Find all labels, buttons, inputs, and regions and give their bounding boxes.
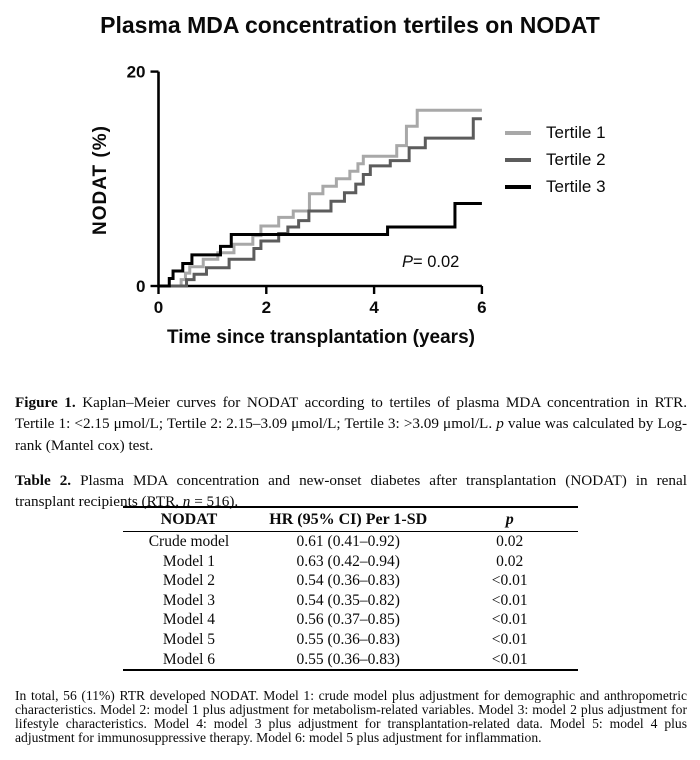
km-plot-svg: 0 20 0 2 4 6 — [127, 63, 487, 317]
table-cell: 0.54 (0.36–0.83) — [296, 572, 400, 590]
table-row: Model 5 0.55 (0.36–0.83) <0.01 — [123, 630, 578, 650]
chart-title: Plasma MDA concentration tertiles on NOD… — [100, 12, 600, 38]
table-cell: 0.63 (0.42–0.94) — [296, 552, 400, 570]
text-segment: Kaplan–Meier curves for NODAT according … — [15, 394, 687, 433]
legend-item: Tertile 3 — [505, 173, 606, 200]
x-tick-label: 4 — [369, 298, 379, 317]
text-segment: n — [182, 493, 191, 511]
legend-label: Tertile 2 — [546, 149, 606, 169]
text-segment: Plasma MDA concentration and new-onset d… — [15, 472, 687, 511]
table-cell: 0.56 (0.37–0.85) — [296, 611, 400, 629]
legend-label: Tertile 1 — [546, 122, 606, 142]
table-cell: Model 4 — [162, 611, 216, 629]
table-cell: <0.01 — [491, 630, 528, 648]
legend-item: Tertile 2 — [505, 146, 606, 173]
table-cell: <0.01 — [491, 650, 528, 668]
table-cell: 0.55 (0.36–0.83) — [296, 650, 400, 668]
table-header-cell: p — [441, 507, 578, 532]
table-row: Model 3 0.54 (0.35–0.82) <0.01 — [123, 591, 578, 611]
table-header-cell: HR (95% CI) Per 1-SD — [254, 507, 442, 532]
x-tick-label: 6 — [477, 298, 486, 317]
table-footnote: In total, 56 (11%) RTR developed NODAT. … — [15, 687, 687, 746]
text-segment: Table 2. — [15, 472, 72, 490]
table-row: Crude model 0.61 (0.41–0.92) 0.02 — [123, 532, 578, 552]
table-cell: 0.54 (0.35–0.82) — [296, 591, 400, 609]
legend-label: Tertile 3 — [546, 176, 606, 196]
x-tick-label: 0 — [154, 298, 163, 317]
x-axis-title: Time since transplantation (years) — [167, 327, 475, 348]
legend-line-swatch-tertile-1 — [505, 130, 531, 135]
table-cell: Model 2 — [162, 572, 216, 590]
table-cell: Crude model — [148, 533, 230, 550]
p-value-text: = 0.02 — [413, 253, 460, 271]
table-cell: Model 3 — [162, 591, 216, 609]
table-cell: Model 1 — [162, 552, 216, 570]
table-row: Model 6 0.55 (0.36–0.83) <0.01 — [123, 650, 578, 671]
table-cell: <0.01 — [491, 591, 528, 609]
chart-legend: Tertile 1 Tertile 2 Tertile 3 — [505, 119, 606, 200]
y-tick-label: 20 — [127, 63, 146, 82]
text-segment: Figure 1. — [15, 394, 76, 412]
table-cell: 0.61 (0.41–0.92) — [296, 533, 400, 550]
table-2-wrapper: NODAT HR (95% CI) Per 1-SD p Crude model 0.… — [123, 506, 578, 672]
legend-item: Tertile 1 — [505, 119, 606, 146]
table-cell: 0.02 — [496, 552, 524, 570]
table-cell: 0.55 (0.36–0.83) — [296, 630, 400, 648]
table-cell: 0.02 — [496, 533, 524, 550]
text-segment: p — [496, 415, 504, 433]
table-header-row: NODAT HR (95% CI) Per 1-SD p — [123, 507, 578, 532]
km-curve-tertile-1 — [158, 108, 482, 288]
table-caption: Table 2. Plasma MDA concentration and ne… — [15, 470, 687, 513]
legend-line-swatch-tertile-3 — [505, 184, 531, 189]
table-header-cell: NODAT — [123, 507, 255, 532]
y-tick-label: 0 — [136, 277, 145, 296]
table-row: Model 4 0.56 (0.37–0.85) <0.01 — [123, 610, 578, 630]
table-cell: <0.01 — [491, 611, 528, 629]
km-curve-tertile-2 — [158, 117, 482, 288]
y-axis-title: NODAT (%) — [90, 125, 111, 235]
table-row: Model 1 0.63 (0.42–0.94) 0.02 — [123, 552, 578, 572]
table-cell: <0.01 — [491, 572, 528, 590]
table-row: Model 2 0.54 (0.36–0.83) <0.01 — [123, 571, 578, 591]
legend-line-swatch-tertile-2 — [505, 157, 531, 162]
figure-1: Plasma MDA concentration tertiles on NOD… — [0, 0, 700, 365]
table-cell: Model 6 — [162, 650, 216, 668]
table-cell: Model 5 — [162, 630, 216, 648]
text-segment: value was calculated by Log-rank (Mantel… — [15, 415, 687, 454]
p-value-annotation: P= 0.02 — [402, 253, 459, 272]
figure-caption: Figure 1. Kaplan–Meier curves for NODAT … — [15, 392, 687, 456]
x-tick-label: 2 — [262, 298, 271, 317]
p-symbol: P — [402, 253, 414, 271]
table-2: NODAT HR (95% CI) Per 1-SD p Crude model 0.… — [123, 506, 578, 672]
km-curve-tertile-3 — [158, 201, 482, 288]
